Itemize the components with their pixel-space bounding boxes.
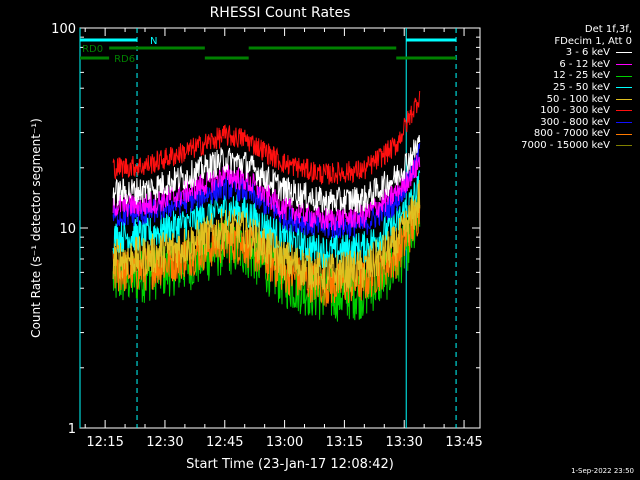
legend-swatch (616, 98, 632, 100)
legend-entry: 50 - 100 keV (488, 94, 632, 106)
legend-entry: 12 - 25 keV (488, 70, 632, 82)
legend-header-line2: FDecim 1, Att 0 (554, 35, 632, 47)
legend-swatch (616, 122, 632, 124)
axis-ticks: 12:15 12:30 12:45 13:00 13:15 13:30 13:45 1 10 10… (51, 22, 483, 450)
x-tick-label: 13:00 (266, 435, 303, 450)
y-axis-label: Count Rate (s⁻¹ detector segment⁻¹) (29, 118, 43, 338)
legend-entry-label: 50 - 100 keV (546, 93, 610, 105)
series-line-3 (112, 170, 421, 269)
legend-entry: 7000 - 15000 keV (488, 140, 632, 152)
series-line-4 (112, 180, 421, 294)
legend: Det 1f,3f, FDecim 1, Att 0 3 - 6 keV 6 - … (488, 24, 632, 152)
y-tick-label: 1 (68, 422, 76, 437)
x-tick-label: 13:15 (326, 435, 363, 450)
footer-timestamp: 1-Sep-2022 23:50 (571, 467, 634, 475)
x-tick-label: 13:45 (445, 435, 482, 450)
legend-entry: 6 - 12 keV (488, 59, 632, 71)
legend-swatch (616, 110, 632, 112)
legend-entry-label: 800 - 7000 keV (533, 128, 610, 140)
y-tick-label: 10 (59, 222, 76, 237)
legend-entry-label: 25 - 50 keV (552, 81, 610, 93)
legend-swatch (616, 52, 632, 54)
series-line-6 (112, 143, 421, 239)
legend-entry: 25 - 50 keV (488, 82, 632, 94)
annotation-bars: N RD0 RD6 (80, 36, 457, 65)
legend-header-line1: Det 1f,3f, (584, 24, 632, 35)
series-group (112, 90, 421, 322)
legend-entry: 100 - 300 keV (488, 105, 632, 117)
x-tick-label: 12:45 (206, 435, 243, 450)
legend-entry-label: 12 - 25 keV (552, 70, 610, 82)
legend-entries: 3 - 6 keV 6 - 12 keV 12 - 25 keV 25 - 50 ke… (488, 47, 632, 151)
legend-entry: 800 - 7000 keV (488, 128, 632, 140)
x-tick-label: 13:30 (385, 435, 422, 450)
legend-swatch (616, 145, 632, 147)
y-tick-label: 100 (51, 22, 76, 37)
x-axis-label: Start Time (23-Jan-17 12:08:42) (186, 457, 394, 472)
legend-swatch (616, 64, 632, 66)
annotation-label-rd6: RD6 (114, 54, 135, 65)
annotation-label-n: N (150, 36, 157, 47)
series-line-5 (112, 90, 421, 185)
x-tick-label: 12:30 (146, 435, 183, 450)
x-tick-label: 12:15 (86, 435, 123, 450)
legend-entry-label: 100 - 300 keV (540, 105, 610, 117)
legend-swatch (616, 87, 632, 89)
legend-entry: 300 - 800 keV (488, 117, 632, 129)
series-line-0 (112, 135, 421, 216)
legend-entry-label: 3 - 6 keV (565, 47, 610, 59)
legend-swatch (616, 133, 632, 135)
legend-entry-label: 7000 - 15000 keV (521, 139, 610, 151)
annotation-label-rd0: RD0 (82, 44, 103, 55)
legend-entry-label: 300 - 800 keV (540, 116, 610, 128)
chart-title: RHESSI Count Rates (210, 5, 351, 21)
legend-swatch (616, 75, 632, 77)
legend-entry-label: 6 - 12 keV (559, 58, 610, 70)
series-line-7 (112, 198, 421, 307)
legend-entry: 3 - 6 keV (488, 47, 632, 59)
